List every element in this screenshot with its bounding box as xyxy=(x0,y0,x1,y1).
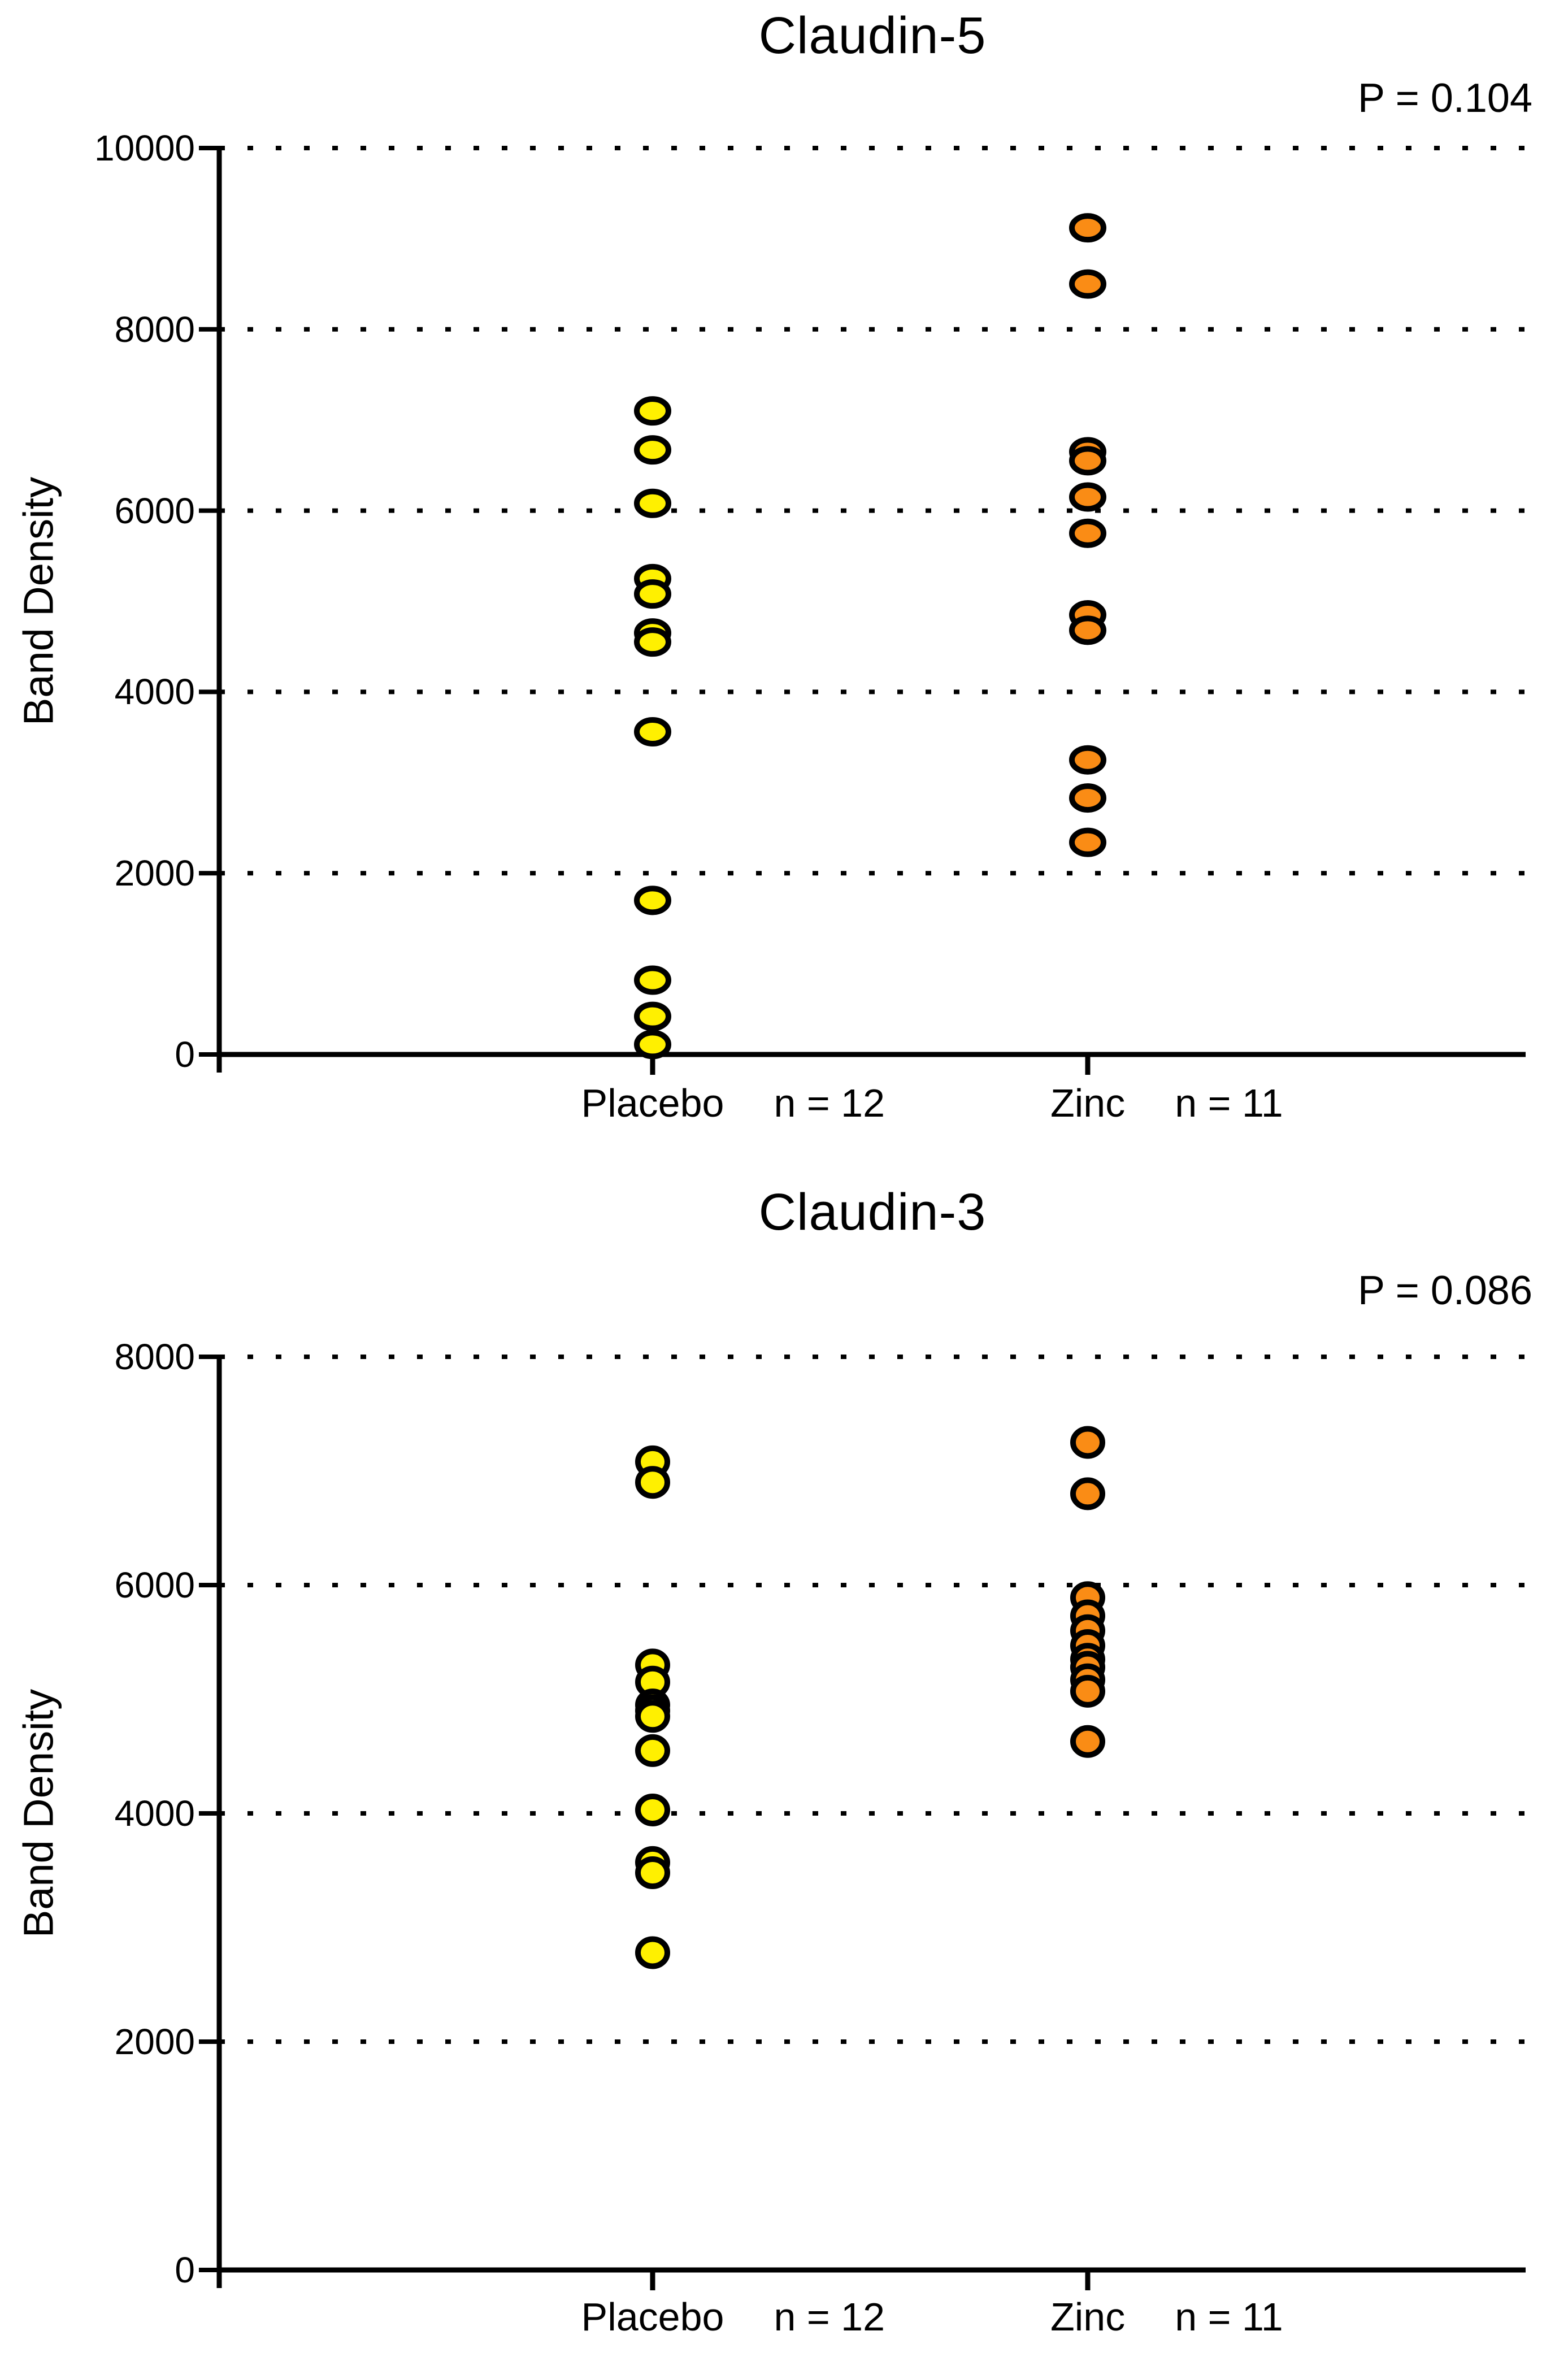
x-group-label-placebo: Placebo n = 12 xyxy=(581,1080,885,1126)
group-count: n = 12 xyxy=(774,1081,885,1125)
y-tick-label: 4000 xyxy=(114,1793,195,1834)
y-tick-label: 6000 xyxy=(114,1565,195,1605)
panel-title: Claudin-5 xyxy=(758,7,987,64)
y-tick-label: 2000 xyxy=(114,2021,195,2062)
p-value-label: P = 0.086 xyxy=(1358,1268,1532,1313)
y-tick-label: 10000 xyxy=(94,128,195,168)
y-tick-label: 4000 xyxy=(114,671,195,713)
y-tick-label: 0 xyxy=(175,1034,195,1075)
group-count: n = 11 xyxy=(1175,2295,1283,2339)
panel-title: Claudin-3 xyxy=(758,1183,987,1241)
group-count: n = 11 xyxy=(1175,1081,1283,1125)
y-tick-label: 0 xyxy=(175,2250,195,2290)
group-count: n = 12 xyxy=(774,2295,885,2339)
group-name: Zinc xyxy=(1050,2295,1126,2339)
group-name: Placebo xyxy=(581,1081,724,1125)
y-tick-label: 6000 xyxy=(114,490,195,531)
p-value-label: P = 0.104 xyxy=(1358,76,1532,121)
y-tick-label: 2000 xyxy=(114,853,195,894)
y-tick-label: 8000 xyxy=(114,309,195,350)
group-name: Placebo xyxy=(581,2295,724,2339)
x-group-label-zinc: Zinc n = 11 xyxy=(1050,2294,1283,2339)
y-tick-label: 8000 xyxy=(114,1336,195,1377)
x-group-label-zinc: Zinc n = 11 xyxy=(1050,1080,1283,1126)
x-group-label-placebo: Placebo n = 12 xyxy=(581,2294,885,2339)
group-name: Zinc xyxy=(1050,1081,1126,1125)
